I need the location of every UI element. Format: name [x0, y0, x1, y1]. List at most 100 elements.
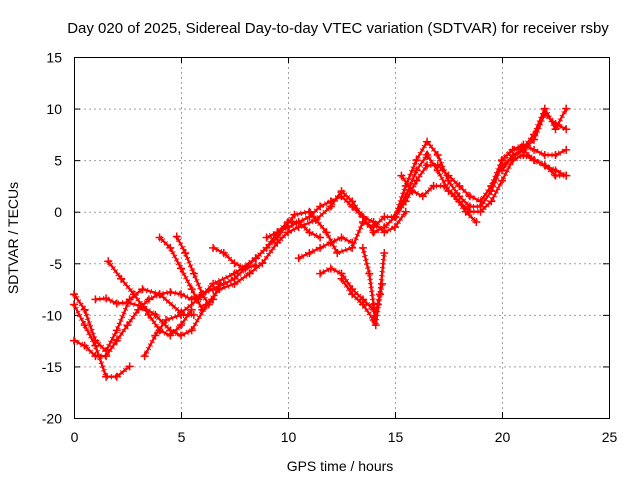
data-point: [290, 210, 299, 219]
data-point: [102, 372, 111, 381]
data-point: [204, 300, 213, 309]
y-axis: 15 10 5 0 -5 -10 -15 -20: [42, 50, 609, 427]
data-point: [262, 243, 271, 252]
data-point: [498, 176, 506, 185]
series-track-17: [498, 102, 571, 165]
data-point: [348, 238, 357, 247]
data-point: [465, 192, 474, 201]
data-point: [70, 300, 78, 309]
data-point: [91, 352, 100, 361]
data-point: [412, 166, 421, 175]
data-point: [294, 254, 303, 263]
data-point: [177, 264, 185, 273]
data-point: [262, 233, 271, 242]
series-track-10: [262, 192, 410, 242]
data-point: [326, 238, 335, 247]
data-point: [284, 223, 292, 232]
data-point: [144, 310, 153, 319]
x-axis: 0 5 10 15 20 25: [71, 57, 617, 445]
data-point: [562, 171, 571, 180]
data-point: [102, 352, 111, 361]
data-point: [155, 290, 164, 299]
data-point: [230, 259, 239, 268]
data-point: [322, 228, 331, 237]
data-point: [487, 181, 496, 190]
data-point: [562, 145, 571, 154]
x-tick-label: 15: [388, 429, 404, 445]
data-point: [123, 298, 132, 307]
x-tick-label: 20: [495, 429, 511, 445]
data-point: [189, 269, 198, 278]
data-point: [551, 150, 560, 159]
data-point: [155, 233, 164, 242]
data-point: [423, 137, 432, 146]
data-point: [251, 261, 260, 270]
data-point: [530, 130, 539, 139]
y-tick-label: 15: [46, 50, 62, 66]
y-axis-label: SDTVAR / TECUs: [5, 182, 21, 294]
y-tick-label: 5: [54, 153, 62, 169]
data-point: [337, 274, 346, 283]
data-point: [391, 223, 399, 232]
series-markers: [399, 174, 479, 224]
data-point: [472, 218, 481, 227]
series-markers: [265, 192, 408, 240]
x-tick-label: 5: [178, 429, 186, 445]
series-track-6: [140, 310, 198, 361]
data-point: [151, 331, 160, 340]
data-point: [337, 192, 346, 201]
data-point: [187, 285, 196, 294]
chart-title: Day 020 of 2025, Sidereal Day-to-day VTE…: [67, 20, 609, 37]
data-point: [91, 295, 100, 304]
data-point: [294, 218, 303, 227]
data-point: [140, 352, 149, 361]
data-point: [551, 171, 560, 180]
data-point: [440, 181, 449, 190]
gridlines: [74, 57, 609, 418]
data-point: [371, 321, 380, 330]
data-point: [333, 248, 342, 257]
series-track-11: [294, 233, 357, 263]
data-point: [358, 212, 367, 221]
data-point: [316, 243, 325, 252]
series-line: [73, 220, 321, 358]
data-point: [418, 192, 427, 201]
series-track-14: [358, 243, 389, 330]
x-tick-label: 0: [71, 429, 79, 445]
data-point: [433, 150, 442, 159]
data-point: [258, 259, 267, 268]
data-point: [187, 295, 196, 304]
data-point: [348, 290, 357, 299]
data-point: [530, 145, 539, 154]
data-point: [433, 161, 442, 170]
data-point: [129, 290, 138, 299]
data-point: [326, 264, 335, 273]
data-point: [348, 202, 357, 211]
data-point: [376, 290, 385, 299]
y-tick-label: 10: [46, 101, 62, 117]
data-point: [172, 232, 181, 241]
data-point: [305, 228, 314, 237]
data-point: [519, 145, 528, 154]
data-point: [476, 207, 485, 216]
data-point: [562, 104, 571, 113]
data-point: [423, 161, 432, 170]
data-point: [530, 156, 539, 165]
data-point: [166, 288, 175, 297]
data-point: [209, 295, 218, 304]
data-point: [444, 171, 453, 180]
data-point: [80, 321, 89, 330]
data-point: [70, 336, 78, 345]
series-track-8: [172, 232, 213, 309]
data-point: [215, 279, 224, 288]
data-point: [562, 125, 571, 134]
y-tick-label: -10: [42, 307, 62, 323]
data-point: [316, 269, 325, 278]
data-point: [209, 243, 218, 252]
data-point: [209, 285, 218, 294]
data-point: [380, 248, 389, 257]
data-point: [245, 269, 254, 278]
data-point: [380, 212, 389, 221]
data-point: [177, 290, 185, 299]
series-markers: [360, 247, 388, 326]
